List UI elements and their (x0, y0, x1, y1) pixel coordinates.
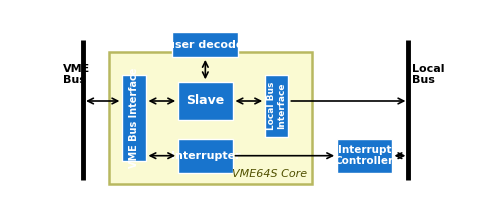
Text: Slave: Slave (186, 95, 224, 107)
Text: VME64S Core: VME64S Core (231, 169, 306, 179)
Text: Local
Bus: Local Bus (411, 64, 444, 85)
Text: Local Bus
Interface: Local Bus Interface (267, 82, 286, 130)
Text: Interrupt
Controller: Interrupt Controller (334, 145, 393, 166)
Bar (336, 139, 391, 173)
Bar (178, 82, 232, 120)
Text: VME Bus Interface: VME Bus Interface (129, 68, 138, 168)
Text: VME
Bus: VME Bus (62, 64, 90, 85)
Text: Interrupter: Interrupter (170, 151, 240, 161)
Bar (172, 32, 238, 57)
Bar (109, 52, 312, 184)
Text: user decode: user decode (167, 40, 243, 50)
Bar (265, 75, 288, 137)
Bar (122, 75, 145, 161)
Bar (178, 139, 232, 173)
